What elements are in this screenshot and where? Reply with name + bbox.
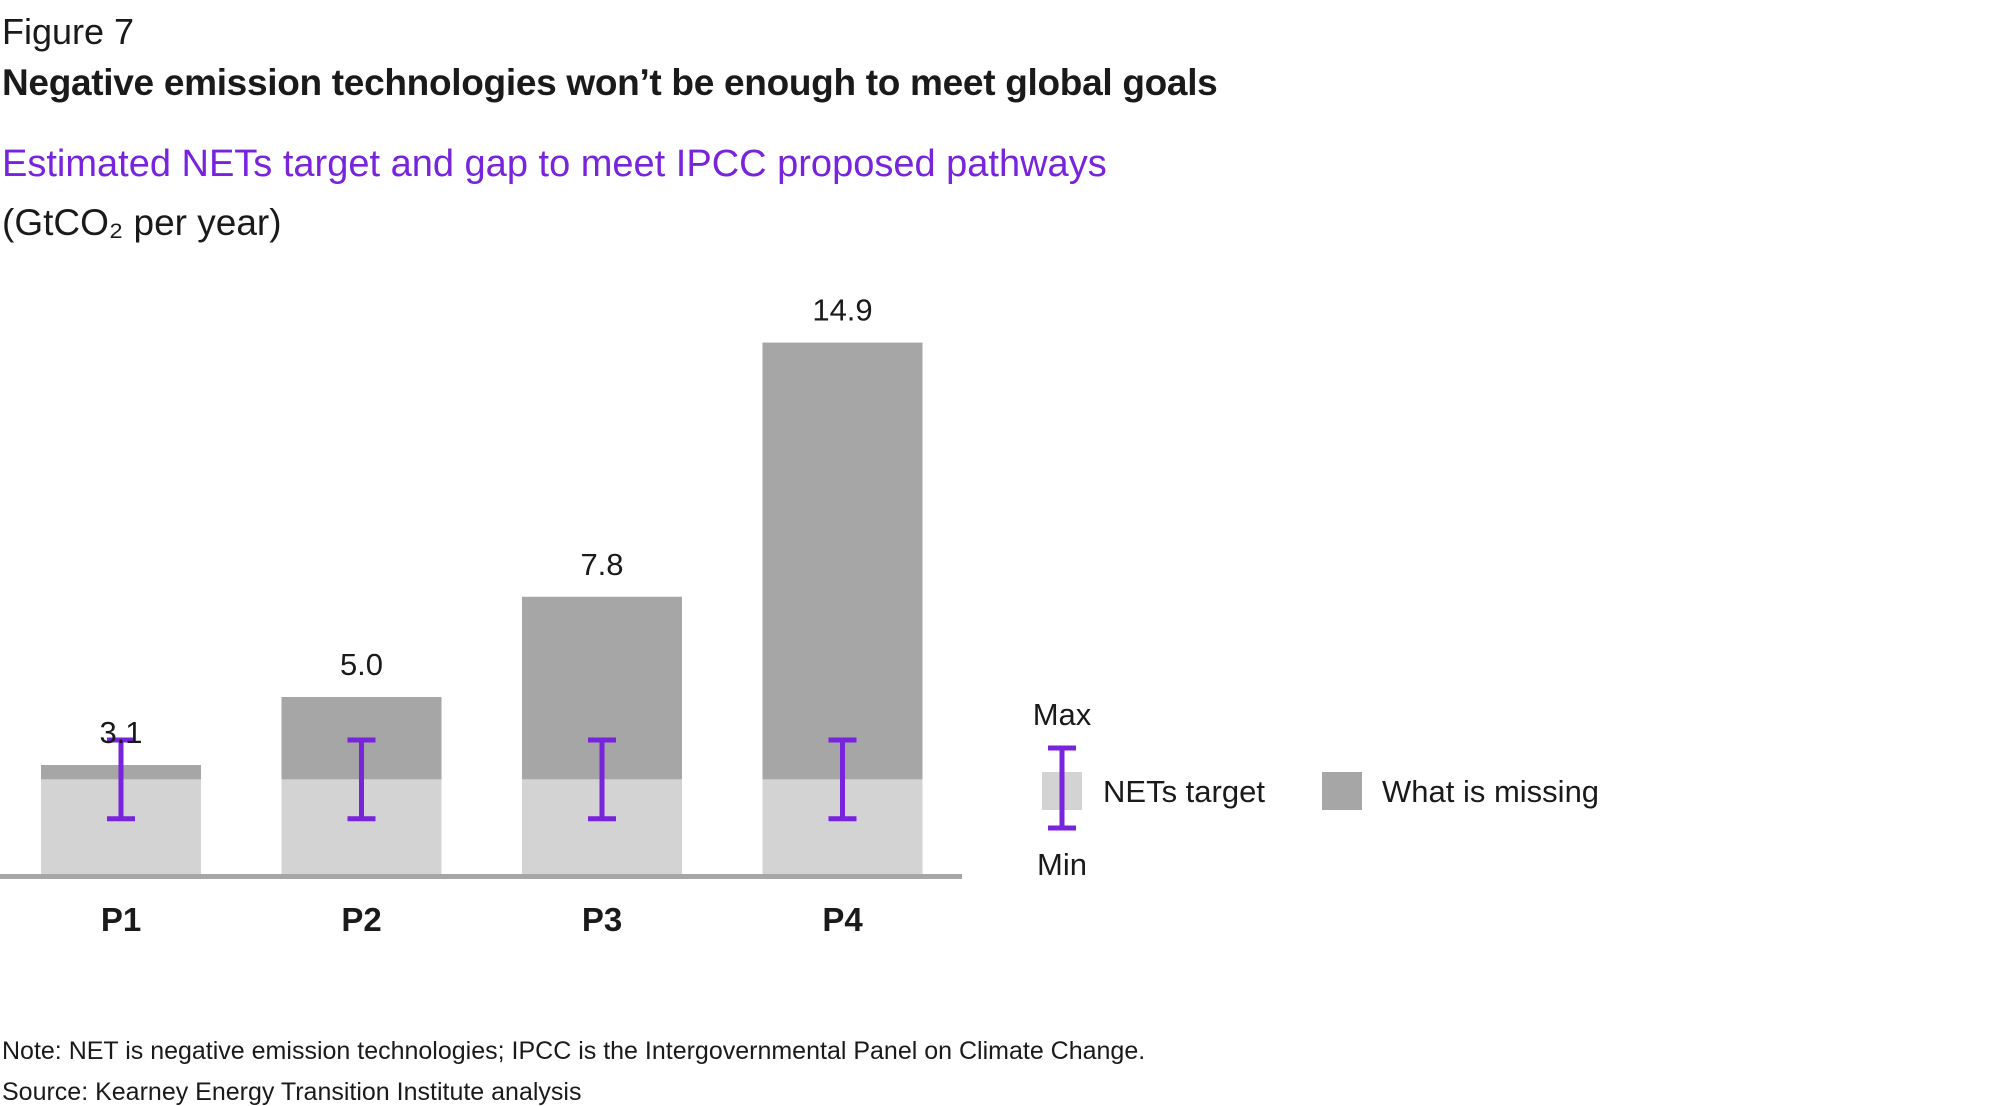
- legend-max-label: Max: [1033, 697, 1092, 732]
- data-label-P1: 3.1: [99, 715, 142, 750]
- figure-label: Figure 7: [2, 11, 135, 52]
- category-label-P3: P3: [582, 901, 622, 938]
- legend-missing-label: What is missing: [1382, 774, 1599, 809]
- category-label-P2: P2: [341, 901, 381, 938]
- bar-missing-P4: [762, 342, 923, 780]
- note: Note: NET is negative emission technolog…: [2, 1037, 1146, 1065]
- chart-title: Negative emission technologies won’t be …: [2, 62, 1218, 103]
- legend-nets-target-label: NETs target: [1103, 774, 1265, 809]
- legend-missing-swatch: [1322, 772, 1362, 810]
- source: Source: Kearney Energy Transition Instit…: [2, 1078, 582, 1106]
- data-label-P4: 14.9: [812, 293, 872, 328]
- x-axis: [0, 874, 962, 879]
- category-label-P4: P4: [822, 901, 863, 938]
- data-label-P3: 7.8: [580, 547, 623, 582]
- unit-label: (GtCO₂ per year): [2, 202, 282, 243]
- category-label-P1: P1: [101, 901, 141, 938]
- data-label-P2: 5.0: [340, 647, 383, 682]
- legend-min-label: Min: [1037, 847, 1087, 882]
- chart-subtitle: Estimated NETs target and gap to meet IP…: [2, 143, 1107, 185]
